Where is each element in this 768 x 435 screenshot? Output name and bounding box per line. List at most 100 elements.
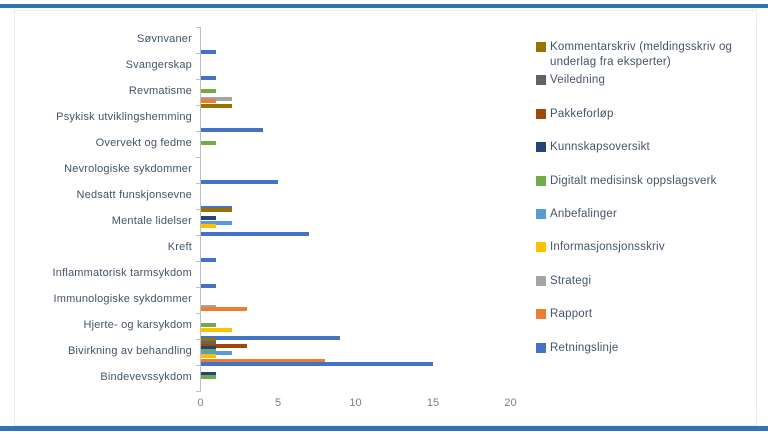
axis-tick bbox=[196, 105, 201, 106]
bar-retningslinje bbox=[200, 283, 216, 288]
legend-item: Strategi bbox=[536, 274, 764, 289]
legend-item: Pakkeforløp bbox=[536, 107, 764, 122]
legend-color-swatch bbox=[536, 275, 546, 286]
bar-anbefalinger bbox=[200, 221, 232, 226]
bar-kommentarskriv bbox=[200, 104, 232, 109]
legend-item: Rapport bbox=[536, 307, 764, 322]
category-label: Bindevevssykdom bbox=[100, 371, 192, 383]
axis-tick bbox=[196, 287, 201, 288]
legend-color-swatch bbox=[536, 42, 546, 52]
x-axis-tick-label: 5 bbox=[274, 397, 282, 409]
category-label: Hjerte- og karsykdom bbox=[83, 319, 192, 331]
legend-color-swatch bbox=[536, 108, 546, 119]
legend-item: Digitalt medisinsk oppslagsverk bbox=[536, 174, 764, 189]
chart-frame bbox=[14, 10, 757, 426]
category-label: Søvnvaner bbox=[137, 33, 192, 45]
axis-tick bbox=[196, 131, 201, 132]
legend-item: Veiledning bbox=[536, 73, 764, 88]
category-label: Svangerskap bbox=[125, 59, 192, 71]
legend-label: Kunnskapsoversikt bbox=[550, 141, 650, 154]
legend-label: Veiledning bbox=[550, 74, 606, 87]
bar-rapport bbox=[200, 99, 216, 104]
category-label: Nevrologiske sykdommer bbox=[64, 163, 192, 175]
legend-item: Informasjonsjonsskriv bbox=[536, 240, 764, 255]
bar-informasjonsskriv bbox=[200, 327, 232, 332]
category-label: Immunologiske sykdommer bbox=[53, 293, 192, 305]
legend-color-swatch bbox=[536, 309, 546, 320]
axis-tick bbox=[196, 53, 201, 54]
bar-kunnskapsoversikt bbox=[200, 216, 216, 221]
x-axis-tick-label: 15 bbox=[426, 397, 440, 409]
bar-retningslinje bbox=[200, 179, 278, 184]
bar-retningslinje bbox=[200, 205, 232, 210]
bar-anbefalinger bbox=[200, 351, 232, 356]
category-label: Bivirkning av behandling bbox=[67, 345, 192, 357]
legend-label: Strategi bbox=[550, 274, 592, 287]
legend-label: Kommentarskriv (meldingsskriv og underla… bbox=[550, 41, 733, 68]
bar-digitalt bbox=[200, 88, 216, 93]
legend-color-swatch bbox=[536, 342, 546, 353]
axis-tick bbox=[196, 313, 201, 314]
bar-strategi bbox=[200, 96, 232, 101]
legend-label: Retningslinje bbox=[550, 341, 619, 354]
axis-tick bbox=[196, 365, 201, 366]
bar-retningslinje bbox=[200, 49, 216, 54]
x-axis-tick-label: 10 bbox=[349, 397, 362, 409]
axis-tick bbox=[196, 261, 201, 262]
category-label: Psykisk utviklingshemming bbox=[56, 111, 192, 123]
legend-item: Kunnskapsoversikt bbox=[536, 140, 764, 155]
x-axis-tick-label: 20 bbox=[504, 397, 517, 409]
bar-retningslinje bbox=[200, 127, 263, 132]
bar-pakkeforløp bbox=[200, 343, 247, 348]
top-border-rule bbox=[0, 4, 768, 8]
category-label: Mentale lidelser bbox=[111, 215, 192, 227]
axis-tick bbox=[196, 209, 201, 210]
axis-tick bbox=[196, 27, 201, 28]
bar-retningslinje bbox=[200, 231, 309, 236]
axis-tick bbox=[196, 157, 201, 158]
legend-color-swatch bbox=[536, 242, 546, 253]
bar-veiledning bbox=[200, 340, 216, 345]
axis-tick bbox=[196, 79, 201, 80]
legend-item: Retningslinje bbox=[536, 341, 764, 356]
axis-tick bbox=[196, 391, 201, 392]
bar-kommentarskriv bbox=[200, 208, 232, 213]
bar-retningslinje bbox=[200, 361, 433, 366]
bar-rapport bbox=[200, 359, 325, 364]
legend-label: Informasjonsjonsskriv bbox=[550, 241, 665, 254]
legend-color-swatch bbox=[536, 142, 546, 153]
legend-label: Rapport bbox=[550, 308, 593, 321]
category-label: Overvekt og fedme bbox=[95, 137, 192, 149]
bar-retningslinje bbox=[200, 335, 340, 340]
legend-item: Anbefalinger bbox=[536, 207, 764, 222]
legend-color-swatch bbox=[536, 175, 546, 186]
legend-label: Anbefalinger bbox=[550, 208, 617, 220]
axis-tick bbox=[196, 183, 201, 184]
category-label: Revmatisme bbox=[128, 85, 192, 97]
axis-tick bbox=[196, 235, 201, 236]
bar-digitalt bbox=[200, 374, 216, 379]
bar-kommentarskriv bbox=[200, 338, 216, 343]
bar-kunnskapsoversikt bbox=[200, 372, 216, 377]
legend-item: Kommentarskriv (meldingsskriv og underla… bbox=[536, 40, 764, 70]
bar-informasjonsskriv bbox=[200, 223, 216, 228]
legend-color-swatch bbox=[536, 209, 546, 219]
bar-rapport bbox=[200, 307, 247, 312]
bar-digitalt bbox=[200, 348, 216, 353]
legend-label: Digitalt medisinsk oppslagsverk bbox=[550, 174, 717, 187]
chart-legend: Kommentarskriv (meldingsskriv og underla… bbox=[536, 0, 764, 435]
legend-label: Pakkeforløp bbox=[550, 107, 614, 120]
bar-retningslinje bbox=[200, 257, 216, 262]
axis-tick bbox=[196, 339, 201, 340]
x-axis-tick-label: 0 bbox=[197, 397, 204, 409]
bar-informasjonsskriv bbox=[200, 353, 216, 358]
bar-kunnskapsoversikt bbox=[200, 346, 216, 351]
bar-digitalt bbox=[200, 322, 216, 327]
bar-digitalt bbox=[200, 140, 216, 145]
category-label: Kreft bbox=[167, 241, 192, 253]
legend-color-swatch bbox=[536, 75, 546, 86]
category-label: Nedsatt funskjonsevne bbox=[76, 189, 192, 201]
category-label: Inflammatorisk tarmsykdom bbox=[52, 267, 192, 279]
bar-strategi bbox=[200, 304, 216, 309]
